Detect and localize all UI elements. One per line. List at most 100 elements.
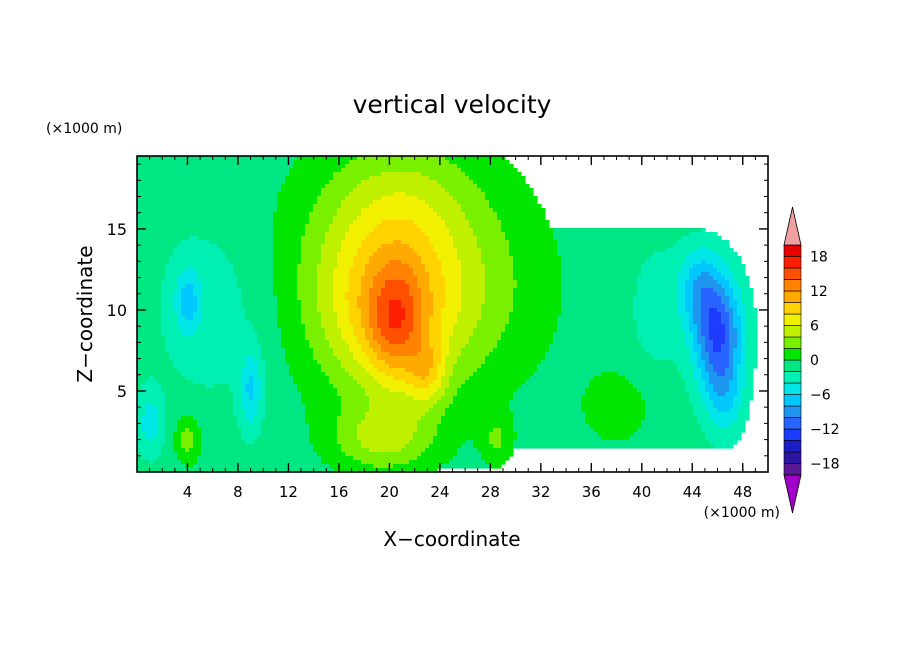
contour-cell — [317, 196, 346, 201]
contour-cell — [265, 380, 294, 385]
contour-cell — [281, 184, 326, 189]
contour-cell — [733, 308, 738, 313]
contour-cell — [709, 396, 734, 401]
contour-cell — [461, 348, 494, 353]
contour-cell — [421, 316, 430, 321]
contour-cell — [373, 228, 422, 233]
contour-cell — [457, 252, 482, 257]
contour-cell — [337, 256, 354, 261]
contour-cell — [237, 284, 274, 289]
contour-cell — [137, 176, 286, 181]
contour-cell — [445, 412, 514, 417]
contour-cell — [321, 256, 338, 261]
contour-cell — [513, 440, 710, 445]
y-tick-label: 10 — [107, 301, 127, 320]
contour-cell — [169, 256, 226, 261]
contour-cell — [137, 312, 162, 317]
contour-cell — [185, 268, 194, 273]
contour-cell — [741, 336, 746, 341]
contour-cell — [713, 288, 726, 293]
contour-cell — [437, 364, 446, 369]
contour-cell — [481, 256, 514, 261]
x-tick-label: 28 — [481, 483, 500, 501]
contour-cell — [469, 176, 526, 181]
contour-cell — [745, 328, 758, 333]
contour-cell — [337, 432, 358, 437]
contour-cell — [377, 312, 390, 317]
contour-cell — [473, 228, 502, 233]
contour-cell — [745, 360, 758, 365]
contour-cell — [257, 376, 266, 381]
contour-cell — [705, 432, 742, 437]
contour-cell — [241, 300, 278, 305]
contour-cell — [341, 448, 370, 453]
contour-cell — [689, 356, 698, 361]
contour-cell — [313, 356, 338, 361]
contour-cell — [265, 400, 302, 405]
contour-cell — [333, 308, 350, 313]
contour-cell — [257, 368, 266, 373]
contour-cell — [513, 296, 562, 301]
contour-cell — [713, 368, 726, 373]
contour-cell — [713, 384, 730, 389]
contour-cell — [489, 464, 502, 469]
contour-cell — [165, 436, 174, 441]
contour-cell — [737, 284, 750, 289]
contour-cell — [421, 292, 434, 297]
contour-cell — [137, 292, 162, 297]
contour-cell — [317, 284, 334, 289]
contour-cell — [713, 344, 722, 349]
contour-cell — [361, 208, 434, 213]
contour-cell — [441, 264, 462, 269]
contour-cell — [641, 340, 686, 345]
contour-cell — [693, 300, 702, 305]
contour-cell — [493, 208, 546, 213]
contour-cell — [229, 260, 274, 265]
contour-cell — [509, 248, 558, 253]
contour-cell — [557, 316, 634, 321]
contour-cell — [157, 380, 194, 385]
contour-cell — [265, 412, 306, 417]
contour-cell — [225, 256, 274, 261]
contour-cell — [137, 188, 282, 193]
contour-cell — [137, 248, 174, 253]
contour-cell — [441, 260, 462, 265]
contour-cell — [161, 284, 178, 289]
contour-cell — [349, 228, 374, 233]
contour-cell — [485, 356, 546, 361]
contour-cell — [385, 360, 434, 365]
contour-cell — [233, 268, 274, 273]
contour-cell — [641, 272, 678, 277]
contour-cell — [321, 320, 338, 325]
contour-cell — [513, 416, 586, 421]
contour-cell — [137, 240, 182, 245]
contour-cell — [729, 328, 738, 333]
contour-cell — [741, 396, 754, 401]
contour-cell — [361, 460, 410, 465]
contour-cell — [741, 352, 746, 357]
contour-cell — [633, 308, 678, 313]
contour-cell — [705, 384, 714, 389]
contour-cell — [353, 188, 446, 193]
contour-cell — [373, 364, 390, 369]
contour-cell — [289, 168, 342, 173]
contour-cell — [729, 296, 734, 301]
contour-cell — [517, 284, 562, 289]
contour-cell — [373, 284, 386, 289]
contour-cell — [273, 268, 298, 273]
contour-cell — [337, 424, 358, 429]
contour-cell — [281, 344, 310, 349]
contour-cell — [441, 348, 450, 353]
contour-cell — [461, 208, 494, 213]
contour-cell — [709, 412, 738, 417]
contour-cell — [301, 392, 338, 397]
contour-cell — [733, 404, 742, 409]
contour-cell — [193, 284, 202, 289]
contour-cell — [181, 288, 194, 293]
contour-cell — [689, 272, 702, 277]
contour-cell — [137, 196, 278, 201]
contour-cell — [301, 316, 322, 321]
contour-cell — [301, 320, 322, 325]
contour-cell — [337, 212, 362, 217]
